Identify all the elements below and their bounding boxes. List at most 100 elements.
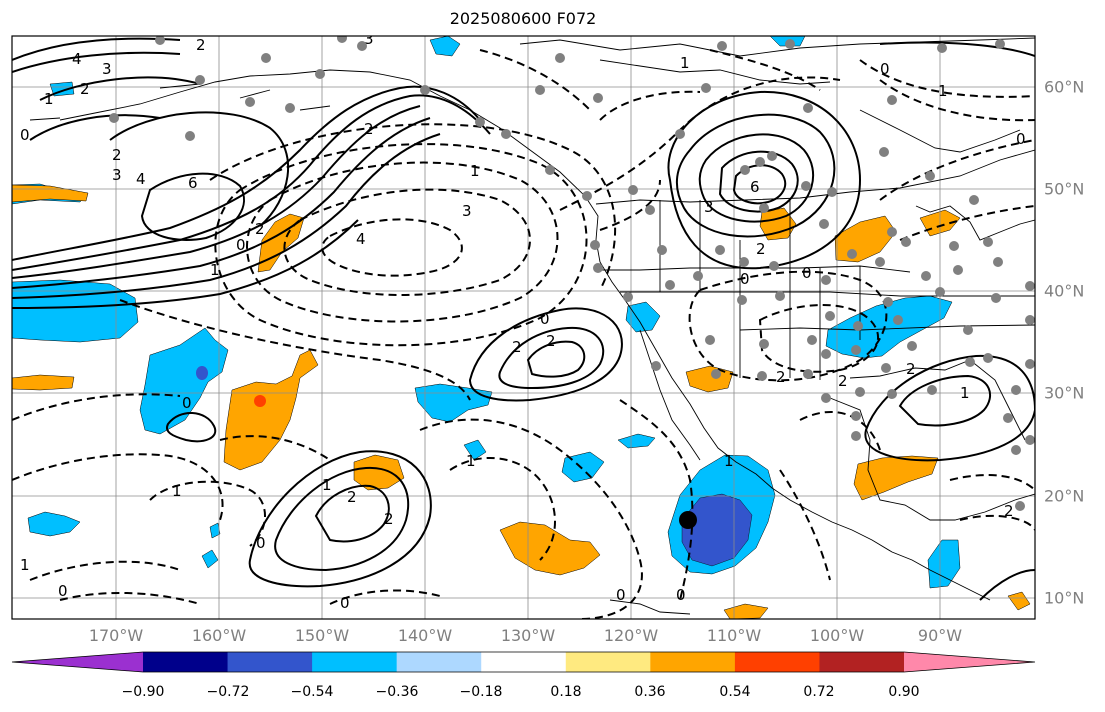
colorbar-tick-label: 0.90 [888,684,920,700]
contour-label: 0 [236,236,246,254]
orange-region [1007,591,1031,611]
blue-region [139,327,229,435]
contour-label: 2 [196,36,206,54]
shaded-fields [12,36,1031,619]
colorbar-segment [819,652,905,672]
colorbar [11,651,1036,673]
contour-label: 2 [1004,502,1014,520]
graticule [12,36,1035,619]
orange-region [499,521,601,576]
contour-label: 2 [546,332,556,350]
orange-region [223,349,319,471]
contour-label: 2 [512,338,522,356]
contour-label: 0 [740,270,750,288]
red-patch [254,395,266,407]
colorbar-outline [11,651,1036,673]
contour-labels: 4 3 2 1 0 2 3 4 6 1 2 0 3 4 1 2 1 0 2 0 … [20,30,1026,612]
lon-label: 90°W [917,626,963,645]
colorbar-tick-label: −0.72 [206,684,250,700]
contour-label: 0 [540,310,550,328]
lon-label: 150°W [294,626,350,645]
contour-label: 2 [347,488,357,506]
contour-label: 2 [255,220,265,238]
contour-label: 0 [676,586,686,604]
blue-region [429,36,461,57]
orange-region [353,454,405,491]
station-dots [109,36,1035,511]
contour-label: 2 [112,146,122,164]
dark-blue-patch [196,366,208,380]
contour-label: 1 [724,452,734,470]
contour-label: 6 [750,178,760,196]
lon-label: 160°W [191,626,247,645]
lat-label: 30°N [1044,383,1085,403]
colorbar-tick-label: −0.18 [459,684,503,700]
blue-region [625,301,661,333]
orange-region [12,374,75,391]
lon-label: 140°W [397,626,453,645]
contour-label: 2 [80,80,90,98]
location-marker [679,511,697,529]
colorbar-tick-label: −0.54 [290,684,334,700]
blue-region [12,279,139,343]
contour-label: 3 [112,166,122,184]
lon-label: 130°W [500,626,556,645]
colorbar-tick-label: 0.72 [803,684,835,700]
contour-label: 0 [1016,130,1026,148]
contour-label: 2 [756,240,766,258]
lon-label: 110°W [706,626,762,645]
contour-label: 0 [340,594,350,612]
contour-label: 0 [256,534,266,552]
orange-region [834,215,897,263]
contour-label: 0 [880,60,890,78]
contour-label: 4 [72,50,82,68]
contour-label: 3 [364,30,374,48]
contour-label: 1 [470,162,480,180]
blue-region [617,433,656,449]
blue-region [201,549,219,569]
colorbar-segment [227,652,313,672]
orange-region [257,213,305,273]
contour-label: 0 [20,126,30,144]
contour-label: 3 [462,202,472,220]
colorbar-segment [565,652,651,672]
colorbar-segment [734,652,820,672]
blue-region [209,522,221,539]
contour-label: 6 [188,174,198,192]
contour-label: 1 [20,556,30,574]
contour-label: 1 [960,384,970,402]
contour-label: 1 [938,82,948,100]
contour-label: 4 [136,170,146,188]
contour-label: 0 [802,264,812,282]
colorbar-segment [481,652,567,672]
contour-label: 0 [182,394,192,412]
blue-region [825,295,953,359]
contour-label: 1 [172,482,182,500]
contour-label: 1 [210,261,220,279]
blue-region [463,439,487,461]
contour-label: 2 [364,120,374,138]
orange-region [685,365,734,393]
colorbar-segment [650,652,736,672]
lon-label: 170°W [88,626,144,645]
colorbar-tick-label: 0.18 [550,684,582,700]
map-area: 4 3 2 1 0 2 3 4 6 1 2 0 3 4 1 2 1 0 2 0 … [12,30,1035,619]
contour-label: 1 [322,476,332,494]
colorbar-tick-label: 0.54 [719,684,751,700]
contour-label: 2 [906,360,916,378]
lon-label: 120°W [603,626,659,645]
contour-label: 1 [466,452,476,470]
contour-label: 2 [776,368,786,386]
blue-region [927,539,961,589]
contour-label: 3 [102,60,112,78]
colorbar-tick-label: −0.90 [121,684,165,700]
map-frame [11,35,1036,620]
contour-label: 2 [838,372,848,390]
contour-label: 1 [680,54,690,72]
colorbar-tick-label: 0.36 [634,684,666,700]
colorbar-min-extend [12,652,143,672]
contour-label: 0 [58,582,68,600]
blue-region [27,511,81,537]
contour-label: 3 [704,198,714,216]
